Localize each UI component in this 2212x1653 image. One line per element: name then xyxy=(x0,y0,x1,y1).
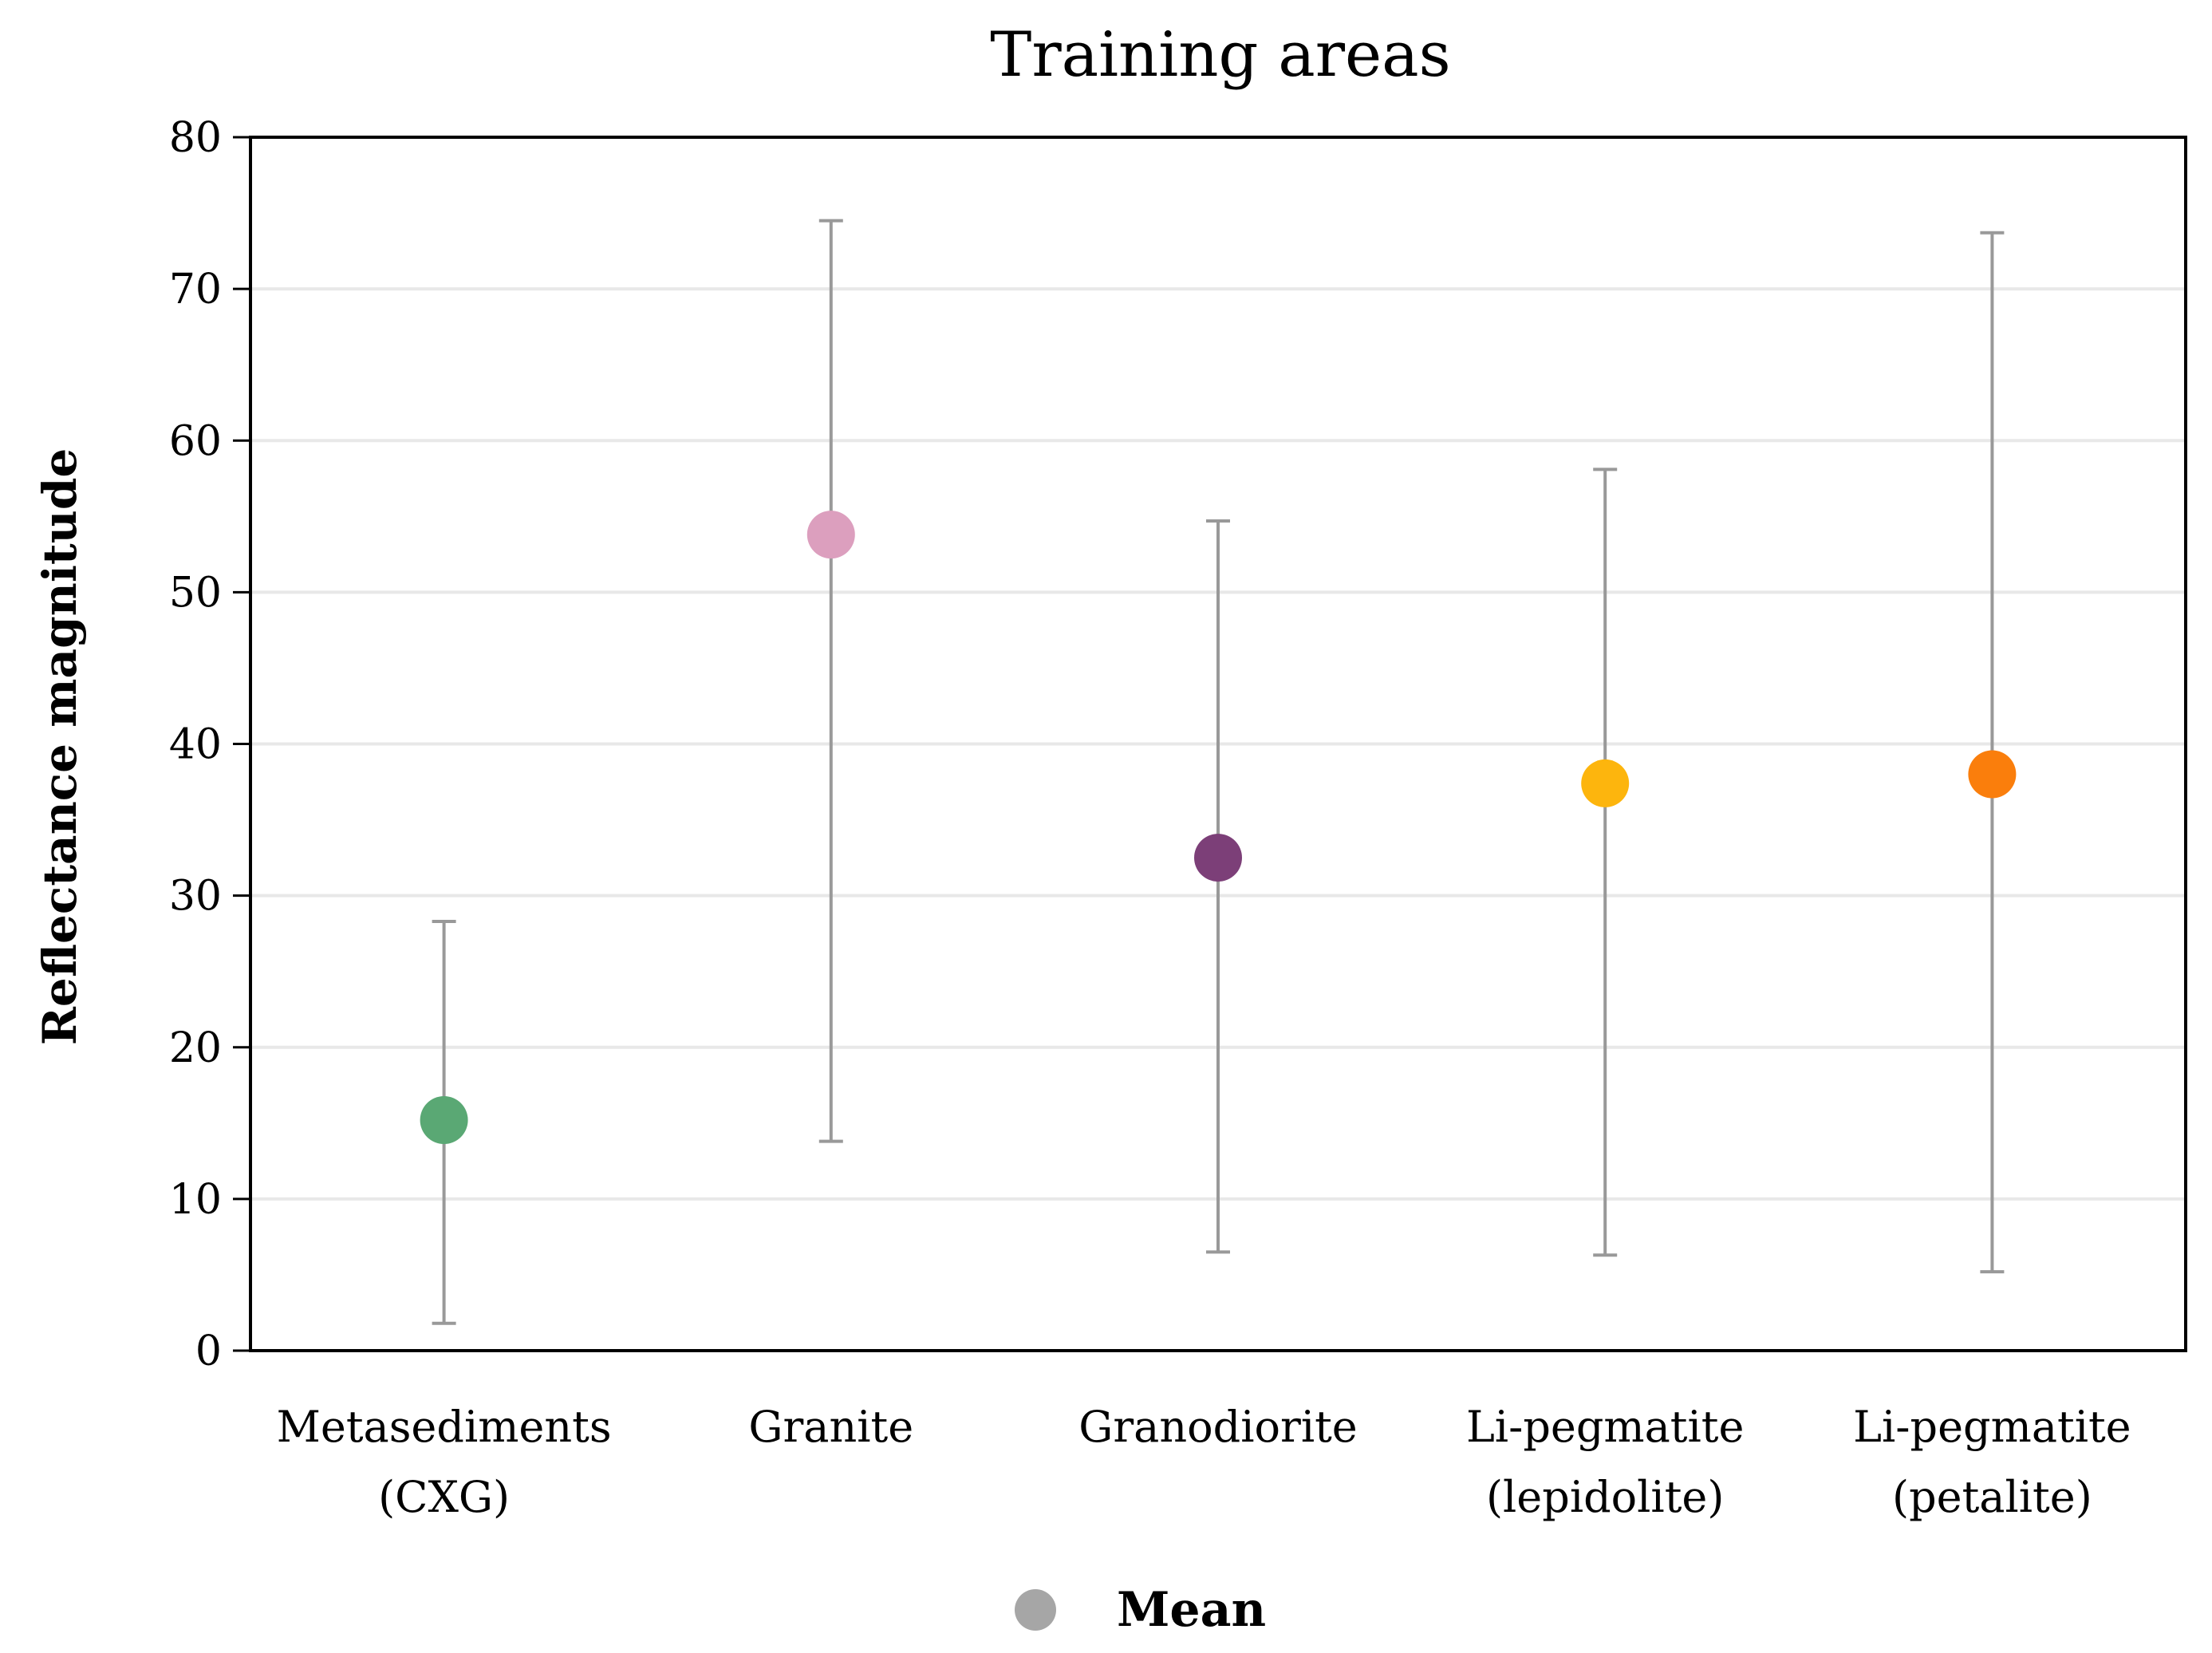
x-category-label: Li-pegmatite xyxy=(1853,1402,2131,1452)
x-category-label: (CXG) xyxy=(378,1472,510,1522)
y-axis-label: Reflectance magnitude xyxy=(33,448,87,1046)
mean-point xyxy=(1581,759,1630,807)
y-tick-label: 10 xyxy=(169,1176,222,1224)
mean-point xyxy=(420,1096,468,1145)
y-tick-label: 0 xyxy=(195,1328,222,1375)
x-category-label: (lepidolite) xyxy=(1486,1472,1724,1522)
legend: Mean xyxy=(1015,1582,1266,1638)
legend-label-mean: Mean xyxy=(1117,1582,1266,1638)
y-tick-label: 40 xyxy=(169,721,222,769)
x-axis-category-labels: Metasediments (CXG) Granite Granodiorite Li-… xyxy=(277,1402,2131,1522)
mean-point xyxy=(1194,834,1242,882)
x-category-label: Granite xyxy=(748,1402,913,1452)
y-tick-label: 20 xyxy=(169,1024,222,1072)
mean-points xyxy=(420,511,2017,1145)
y-tick-label: 60 xyxy=(169,417,222,465)
x-category-label: Li-pegmatite xyxy=(1466,1402,1745,1452)
chart-title: Training areas xyxy=(990,19,1450,91)
plot-frame xyxy=(249,136,2187,1352)
mean-point xyxy=(1968,750,2017,799)
y-axis-ticks: 0 10 20 30 40 50 60 70 80 xyxy=(169,114,250,1375)
x-category-label: Granodiorite xyxy=(1078,1402,1358,1452)
y-tick-label: 80 xyxy=(169,114,222,162)
y-tick-label: 50 xyxy=(169,569,222,617)
x-category-label: Metasediments xyxy=(277,1402,612,1452)
legend-marker-mean xyxy=(1015,1589,1056,1631)
mean-point xyxy=(806,511,855,559)
error-bars xyxy=(432,219,2005,1325)
x-category-label: (petalite) xyxy=(1892,1472,2092,1522)
y-tick-label: 70 xyxy=(169,266,222,314)
y-tick-label: 30 xyxy=(169,873,222,921)
